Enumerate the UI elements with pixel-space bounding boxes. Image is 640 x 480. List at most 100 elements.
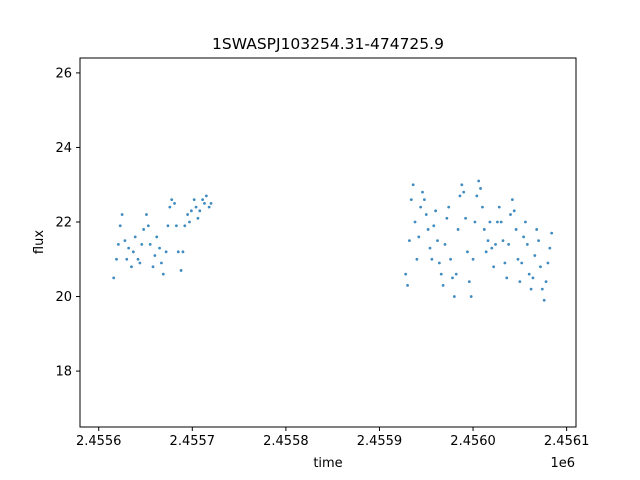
data-point — [471, 257, 475, 261]
data-point — [550, 231, 554, 235]
data-point — [170, 198, 174, 202]
data-point — [183, 224, 187, 228]
data-point — [198, 209, 202, 213]
data-point — [112, 276, 116, 280]
data-point — [505, 276, 509, 280]
data-point — [548, 246, 552, 250]
y-tick-label: 18 — [55, 365, 72, 380]
data-point — [488, 220, 492, 224]
data-point — [173, 201, 176, 205]
y-axis-ticks: 18 20 22 24 26 — [55, 66, 80, 380]
data-point — [188, 220, 191, 224]
data-point — [411, 183, 415, 187]
data-point — [127, 246, 131, 250]
data-point — [160, 261, 163, 265]
data-point — [189, 209, 193, 213]
data-point — [203, 201, 206, 205]
data-point — [503, 261, 507, 265]
data-point — [125, 257, 129, 261]
data-point — [441, 283, 445, 287]
data-point — [466, 250, 469, 254]
data-point — [522, 235, 525, 239]
data-point — [544, 280, 548, 284]
data-point — [186, 213, 190, 216]
data-point — [145, 213, 148, 216]
data-point — [155, 235, 159, 239]
data-point — [166, 224, 170, 228]
data-point — [146, 224, 150, 228]
data-point — [477, 179, 481, 183]
x-tick-label: 2.4561 — [544, 434, 590, 449]
y-tick-label: 26 — [55, 66, 72, 81]
data-point — [542, 298, 546, 302]
data-point — [415, 257, 419, 261]
data-point — [516, 257, 520, 261]
data-point — [207, 205, 211, 209]
data-point — [408, 239, 411, 243]
data-point — [462, 190, 466, 194]
data-points — [112, 179, 554, 302]
x-axis-label: time — [313, 456, 342, 471]
data-point — [417, 235, 421, 239]
data-point — [464, 216, 467, 220]
data-point — [469, 295, 473, 298]
data-point — [151, 265, 155, 269]
data-point — [209, 201, 213, 205]
data-point — [158, 246, 161, 250]
data-point — [153, 254, 157, 257]
data-point — [524, 220, 527, 224]
x-tick-label: 2.4558 — [263, 434, 309, 449]
data-point — [406, 283, 409, 287]
data-point — [120, 213, 124, 216]
data-point — [494, 242, 497, 246]
x-axis-offset-label: 1e6 — [550, 456, 575, 471]
data-point — [421, 190, 424, 194]
data-point — [123, 239, 127, 243]
x-tick-label: 2.4559 — [357, 434, 403, 449]
data-point — [475, 194, 479, 198]
data-point — [419, 205, 423, 209]
data-point — [409, 198, 413, 202]
data-point — [194, 205, 198, 209]
data-point — [161, 272, 165, 276]
data-point — [422, 198, 426, 202]
x-tick-label: 2.4557 — [170, 434, 216, 449]
data-point — [443, 242, 447, 246]
data-point — [495, 220, 499, 224]
data-point — [497, 205, 501, 209]
data-point — [130, 265, 133, 269]
data-point — [467, 280, 471, 284]
data-point — [479, 187, 482, 190]
data-point — [445, 216, 449, 220]
data-point — [131, 250, 135, 254]
data-point — [456, 228, 460, 231]
y-tick-label: 22 — [55, 216, 72, 231]
data-point — [481, 205, 484, 209]
data-point — [533, 254, 537, 257]
data-point — [510, 198, 514, 202]
data-point — [142, 228, 146, 231]
data-point — [168, 205, 172, 209]
data-point — [458, 194, 462, 198]
data-point — [118, 224, 122, 228]
data-point — [460, 183, 464, 187]
data-point — [201, 198, 205, 202]
data-point — [164, 250, 168, 254]
data-point — [428, 246, 432, 250]
data-point — [452, 295, 456, 298]
data-point — [413, 220, 417, 224]
data-point — [518, 280, 522, 284]
data-point — [509, 213, 512, 216]
data-point — [140, 242, 144, 246]
data-point — [436, 239, 439, 243]
data-point — [424, 213, 428, 216]
data-point — [486, 239, 490, 243]
data-point — [115, 257, 118, 261]
data-point — [525, 242, 529, 246]
data-point — [492, 265, 496, 269]
data-point — [490, 246, 494, 250]
data-point — [531, 276, 535, 280]
data-point — [539, 265, 542, 269]
